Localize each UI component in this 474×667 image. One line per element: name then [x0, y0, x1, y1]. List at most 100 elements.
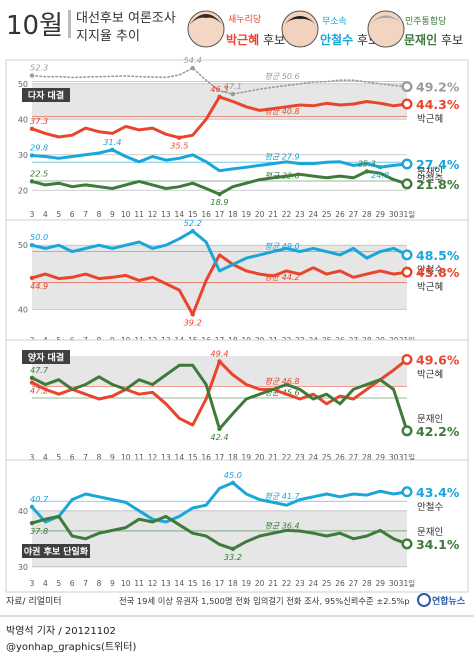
series-line-2	[30, 148, 409, 173]
x-tick-label: 26	[335, 453, 345, 462]
end-name-label: 박근혜	[417, 113, 443, 125]
month-divider	[68, 10, 71, 38]
x-tick-label: 21	[268, 579, 278, 588]
end-value-label: 44.3%	[416, 97, 460, 112]
end-name-label: 안철수	[417, 502, 443, 513]
data-label: 18.9	[210, 197, 228, 207]
x-tick-label: 11	[134, 579, 144, 588]
x-tick-label: 12	[148, 579, 158, 588]
data-label: 24.8	[371, 170, 389, 180]
x-tick-label: 23	[295, 210, 305, 219]
x-tick-label: 27	[349, 453, 359, 462]
candidate-moon: 민주통합당 문재인 후보	[367, 10, 463, 48]
x-tick-label: 22	[282, 210, 292, 219]
average-label: 평균 46.8	[265, 377, 300, 386]
data-label: 39.2	[184, 317, 202, 327]
x-tick-label: 27	[349, 210, 359, 219]
panel-badge-label: 다자 대결	[28, 90, 64, 102]
x-tick-label: 8	[97, 453, 102, 462]
y-tick-label: 40	[18, 305, 28, 314]
data-point	[364, 169, 370, 174]
end-name-label: 문재인	[417, 527, 443, 538]
x-tick-label: 16	[201, 579, 211, 588]
x-tick-label: 8	[97, 579, 102, 588]
survey-note: 전국 19세 이상 유권자 1,500명 전화 임의걸기 전화 조사, 95%신…	[119, 596, 410, 606]
title-line-2: 지지율 추이	[76, 29, 140, 44]
x-tick-label: 5	[56, 210, 61, 219]
series-line-4	[31, 67, 408, 95]
data-label: 25.3	[358, 158, 376, 168]
x-tick-label: 15	[188, 453, 198, 462]
data-point	[230, 91, 236, 97]
moon-avatar	[367, 10, 405, 48]
x-tick-label: 9	[110, 210, 115, 219]
x-tick-label: 4	[43, 579, 48, 588]
header: 10월 대선후보 여론조사 지지율 추이 새누리당 박근혜 후보 무소속 안철수…	[6, 10, 463, 48]
data-point	[190, 228, 195, 234]
data-point	[217, 426, 222, 432]
x-tick-label: 30	[389, 579, 399, 588]
data-point	[29, 243, 35, 248]
x-tick-label: 6	[70, 579, 75, 588]
data-point	[29, 504, 35, 510]
x-tick-label: 9	[110, 579, 115, 588]
end-point	[401, 249, 413, 261]
data-label: 54.4	[184, 55, 202, 65]
x-tick-label: 5	[56, 579, 61, 588]
data-label: 50.0	[30, 232, 48, 242]
x-tick-label: 12	[148, 210, 158, 219]
x-tick-label: 7	[83, 210, 88, 219]
end-value-label: 42.2%	[416, 424, 460, 439]
average-label: 평균 36.4	[265, 521, 300, 530]
candidate-park: 새누리당 박근혜 후보	[187, 10, 285, 48]
park-avatar	[187, 10, 225, 48]
end-value-label: 34.1%	[416, 537, 460, 552]
end-value-label: 21.8%	[416, 177, 460, 192]
panel-badge	[22, 88, 70, 102]
y-tick-label: 50	[18, 241, 28, 250]
data-label: 52.3	[30, 63, 48, 73]
data-point	[190, 312, 195, 317]
x-tick-label: 14	[175, 579, 185, 588]
twitter-handle: @yonhap_graphics(트위터)	[6, 640, 136, 653]
x-tick-label: 3	[30, 210, 35, 219]
x-tick-label: 3	[30, 579, 35, 588]
data-point	[29, 380, 35, 385]
data-point	[190, 65, 195, 71]
chart-panel-2: 4050345678910111213141516171819202122232…	[5, 218, 469, 350]
x-tick-label: 15	[188, 579, 198, 588]
x-tick-label: 22	[282, 579, 292, 588]
x-tick-label: 6	[70, 210, 75, 219]
x-tick-label: 13	[161, 210, 171, 219]
end-value-label: 45.8%	[416, 265, 460, 280]
data-label: 29.8	[30, 142, 48, 152]
data-point	[110, 147, 115, 152]
end-value-label: 43.4%	[416, 485, 460, 500]
x-tick-label: 27	[349, 579, 359, 588]
data-label: 47.2	[30, 386, 48, 396]
byline: 박영석 기자 / 20121102	[6, 625, 116, 637]
x-tick-label: 21	[268, 453, 278, 462]
end-name-label: 안철수	[417, 265, 443, 276]
data-point	[230, 546, 236, 552]
end-point	[401, 98, 413, 110]
panel-band	[32, 510, 407, 567]
candidate-ahn: 무소속 안철수 후보	[281, 10, 379, 48]
panel-badge-label: 양자 대결	[28, 352, 64, 364]
moon-name: 문재인 후보	[404, 32, 463, 47]
end-name-label: 문재인	[417, 167, 443, 178]
x-tick-label: 28	[362, 210, 372, 219]
x-tick-label: 21	[268, 210, 278, 219]
x-tick-label: 11	[134, 210, 144, 219]
x-tick-label: 29	[375, 453, 385, 462]
x-tick-label: 18	[228, 579, 238, 588]
x-tick-label: 13	[161, 579, 171, 588]
data-label: 47.7	[30, 365, 49, 375]
x-tick-label: 31일	[399, 579, 416, 588]
y-tick-label: 20	[18, 186, 28, 195]
data-label: 42.4	[210, 432, 228, 442]
panel-badge	[22, 544, 90, 558]
end-name-label: 박근혜	[417, 281, 443, 293]
x-tick-label: 19	[242, 453, 252, 462]
